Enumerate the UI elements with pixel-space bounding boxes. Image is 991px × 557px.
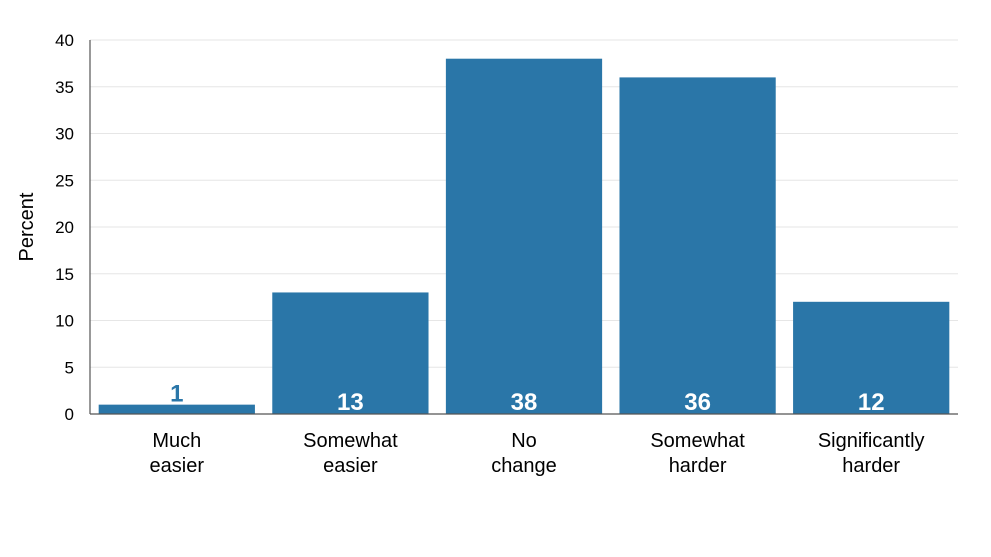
bar	[272, 292, 429, 414]
y-tick-label: 15	[55, 265, 74, 284]
y-tick-label: 35	[55, 78, 74, 97]
x-tick-label-line: easier	[150, 455, 205, 477]
bars	[98, 58, 950, 415]
data-label: 13	[337, 389, 364, 416]
x-tick-label-line: easier	[323, 455, 378, 477]
x-tick-label-line: harder	[669, 455, 727, 477]
data-label: 36	[684, 389, 711, 416]
y-tick-label: 10	[55, 312, 74, 331]
x-axis-labels: Much easier Somewhat easier No change Somewhat…	[150, 430, 925, 477]
bar	[793, 301, 950, 414]
x-tick-label-line: Much	[152, 430, 201, 452]
x-tick-label-line: harder	[842, 455, 900, 477]
x-tick-label: Somewhat harder	[650, 430, 745, 477]
y-tick-label: 0	[65, 405, 74, 424]
y-tick-label: 40	[55, 31, 74, 50]
x-tick-label: Somewhat easier	[303, 430, 398, 477]
data-label: 12	[858, 389, 885, 416]
x-tick-label-line: Significantly	[818, 430, 925, 452]
x-tick-label: No change	[491, 430, 557, 477]
x-tick-label: Significantly harder	[818, 430, 925, 477]
y-tick-label: 30	[55, 125, 74, 144]
x-tick-label-line: Somewhat	[650, 430, 745, 452]
data-labels: 1 13 38 36 12	[170, 381, 884, 416]
bar	[445, 58, 603, 414]
y-axis-title: Percent	[16, 192, 38, 261]
bar	[619, 77, 776, 415]
x-tick-label-line: No	[511, 430, 537, 452]
x-tick-label: Much easier	[150, 430, 205, 477]
y-axis-ticks: 0 5 10 15 20 25 30 35 40	[55, 31, 74, 424]
y-tick-label: 25	[55, 171, 74, 190]
data-label: 38	[511, 389, 538, 416]
bar	[98, 404, 255, 414]
y-tick-label: 5	[65, 358, 74, 377]
x-tick-label-line: Somewhat	[303, 430, 398, 452]
data-label: 1	[170, 381, 183, 408]
x-tick-label-line: change	[491, 455, 557, 477]
y-tick-label: 20	[55, 218, 74, 237]
